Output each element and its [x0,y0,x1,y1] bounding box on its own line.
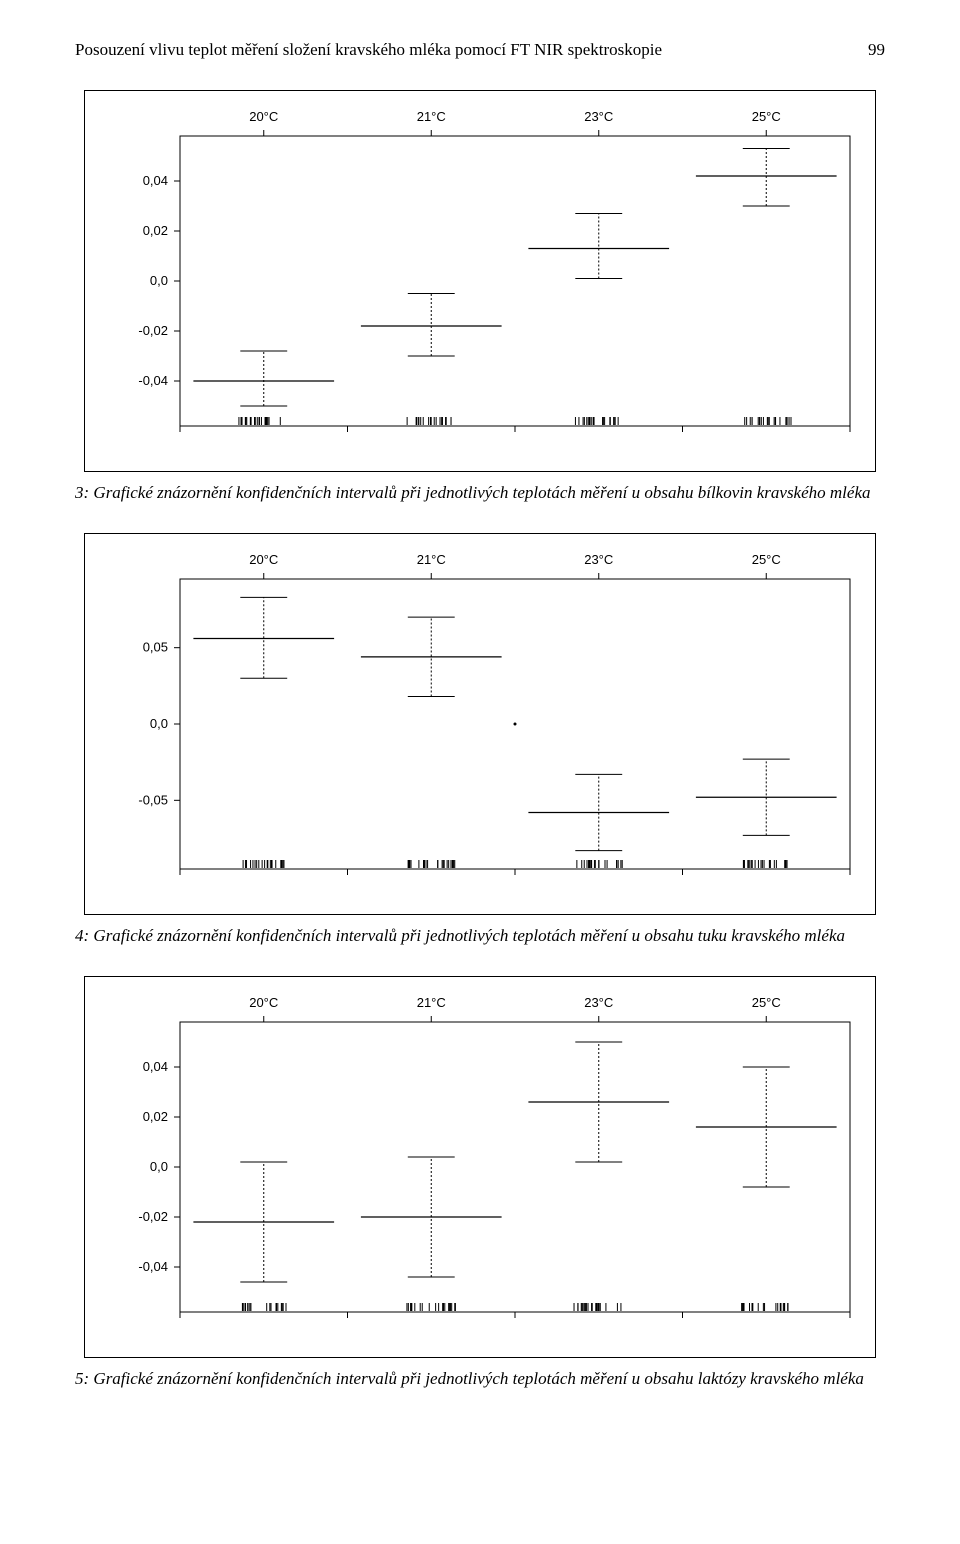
chart5-group-label: 20°C [249,995,278,1010]
chart5-ytick-label: -0,02 [138,1209,168,1224]
chart4-group-label: 20°C [249,552,278,567]
chart5-group-label: 25°C [752,995,781,1010]
chart4-ytick-label: 0,05 [143,640,168,655]
chart4-figure: -0,05 0,0 0,05 20°C 21°C 23°C 25°C [84,533,876,915]
chart4-ytick-label: 0,0 [150,716,168,731]
chart3-group-label: 20°C [249,109,278,124]
chart3-figure: -0,04 -0,02 0,0 0,02 0,04 20°C 21°C 23°C 25°C [84,90,876,472]
chart5-ytick-label: 0,02 [143,1109,168,1124]
chart5-group-label: 23°C [584,995,613,1010]
chart4-caption: 4: Grafické znázornění konfidenčních int… [75,925,885,948]
chart3-ytick-label: 0,02 [143,223,168,238]
chart4-group-label: 23°C [584,552,613,567]
chart3-ytick-label: -0,04 [138,373,168,388]
chart3-ytick-label: 0,0 [150,273,168,288]
chart4-svg: -0,05 0,0 0,05 20°C 21°C 23°C 25°C [85,534,875,914]
page-number: 99 [868,40,885,60]
chart3-ytick-label: -0,02 [138,323,168,338]
page-running-title: Posouzení vlivu teplot měření složení kr… [75,40,662,60]
chart5-svg: -0,04 -0,02 0,0 0,02 0,04 20°C 21°C 23°C 25°C [85,977,875,1357]
chart5-ytick-label: 0,0 [150,1159,168,1174]
chart4-group-label: 21°C [417,552,446,567]
chart4-group-label: 25°C [752,552,781,567]
chart5-caption: 5: Grafické znázornění konfidenčních int… [75,1368,885,1391]
chart5-ytick-label: -0,04 [138,1259,168,1274]
chart5-figure: -0,04 -0,02 0,0 0,02 0,04 20°C 21°C 23°C 25°C [84,976,876,1358]
chart3-caption: 3: Grafické znázornění konfidenčních int… [75,482,885,505]
chart3-group-label: 25°C [752,109,781,124]
chart3-svg: -0,04 -0,02 0,0 0,02 0,04 20°C 21°C 23°C 25°C [85,91,875,471]
chart5-ytick-label: 0,04 [143,1059,168,1074]
chart4-ytick-label: -0,05 [138,792,168,807]
chart3-group-label: 23°C [584,109,613,124]
chart5-group-label: 21°C [417,995,446,1010]
chart3-ytick-label: 0,04 [143,173,168,188]
chart3-group-label: 21°C [417,109,446,124]
